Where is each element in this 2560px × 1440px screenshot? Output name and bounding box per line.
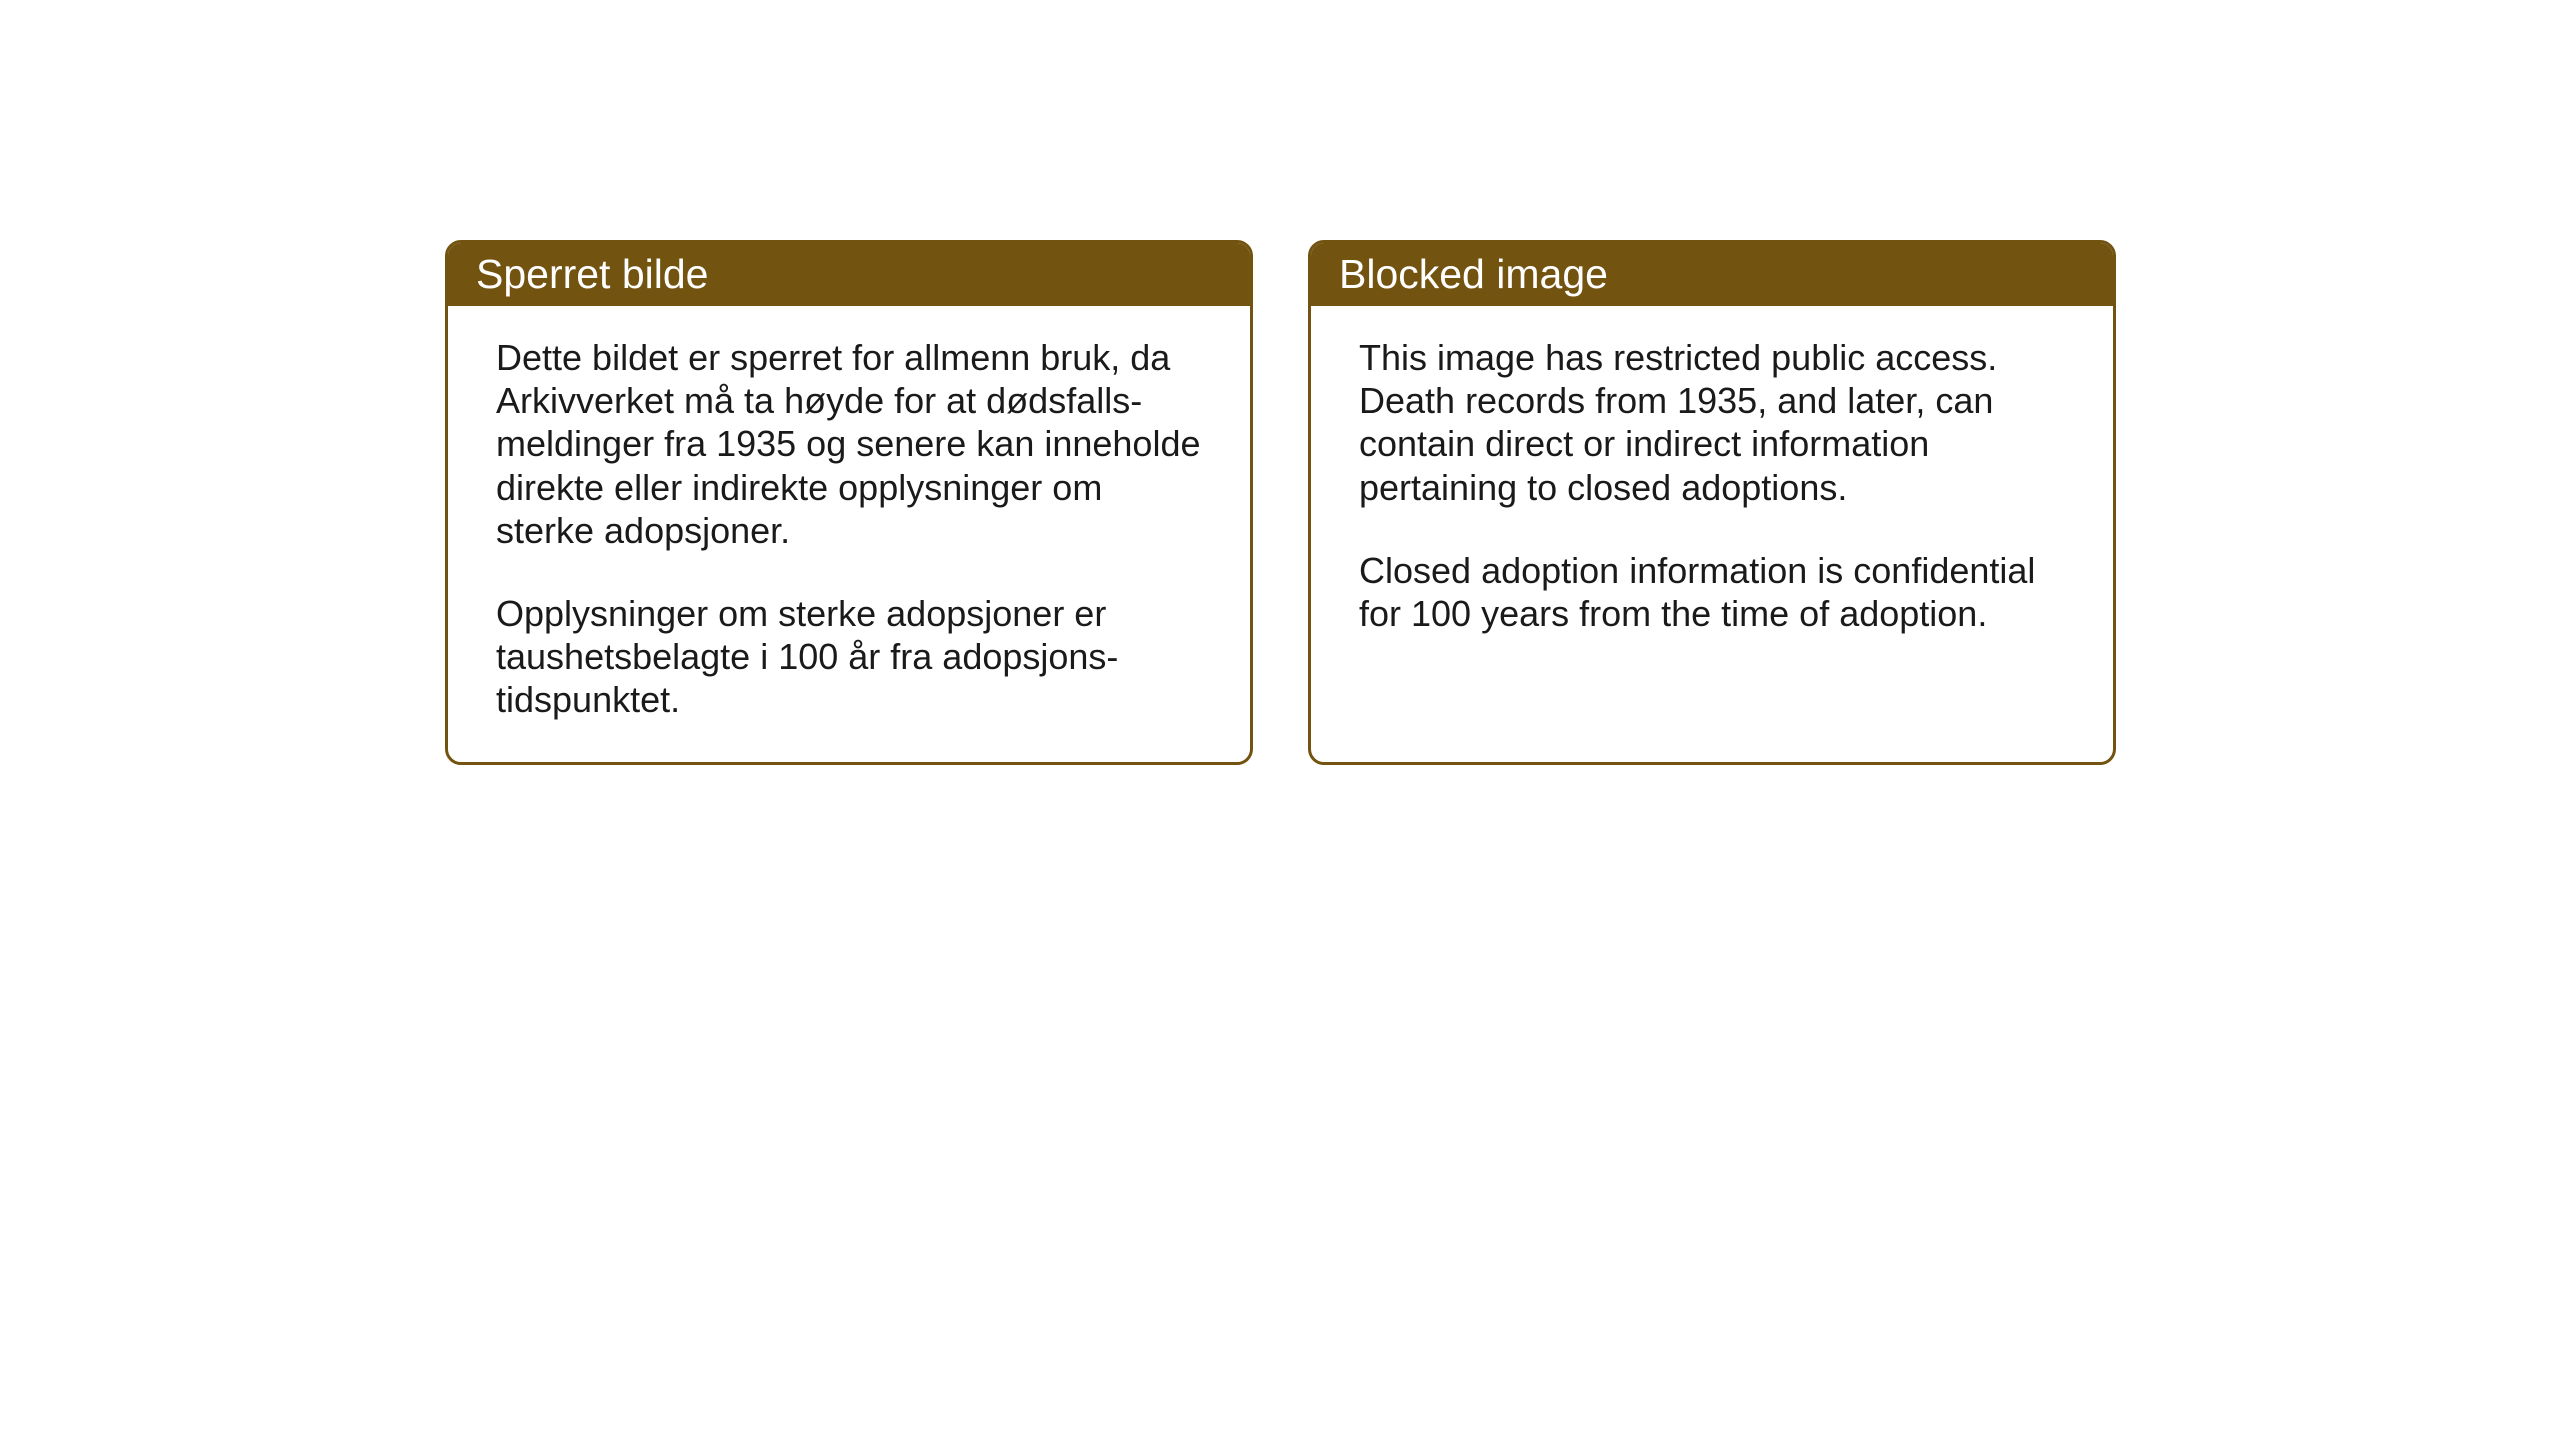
notice-paragraph-1-english: This image has restricted public access.… [1359,336,2065,509]
notice-body-english: This image has restricted public access.… [1311,306,2113,731]
notice-card-english: Blocked image This image has restricted … [1308,240,2116,765]
notice-header-english: Blocked image [1311,243,2113,306]
notice-title-norwegian: Sperret bilde [476,251,708,297]
notice-paragraph-2-english: Closed adoption information is confident… [1359,549,2065,635]
notice-body-norwegian: Dette bildet er sperret for allmenn bruk… [448,306,1250,762]
notice-title-english: Blocked image [1339,251,1608,297]
notice-paragraph-2-norwegian: Opplysninger om sterke adopsjoner er tau… [496,592,1202,722]
notice-paragraph-1-norwegian: Dette bildet er sperret for allmenn bruk… [496,336,1202,552]
notice-header-norwegian: Sperret bilde [448,243,1250,306]
notice-container: Sperret bilde Dette bildet er sperret fo… [445,240,2116,765]
notice-card-norwegian: Sperret bilde Dette bildet er sperret fo… [445,240,1253,765]
